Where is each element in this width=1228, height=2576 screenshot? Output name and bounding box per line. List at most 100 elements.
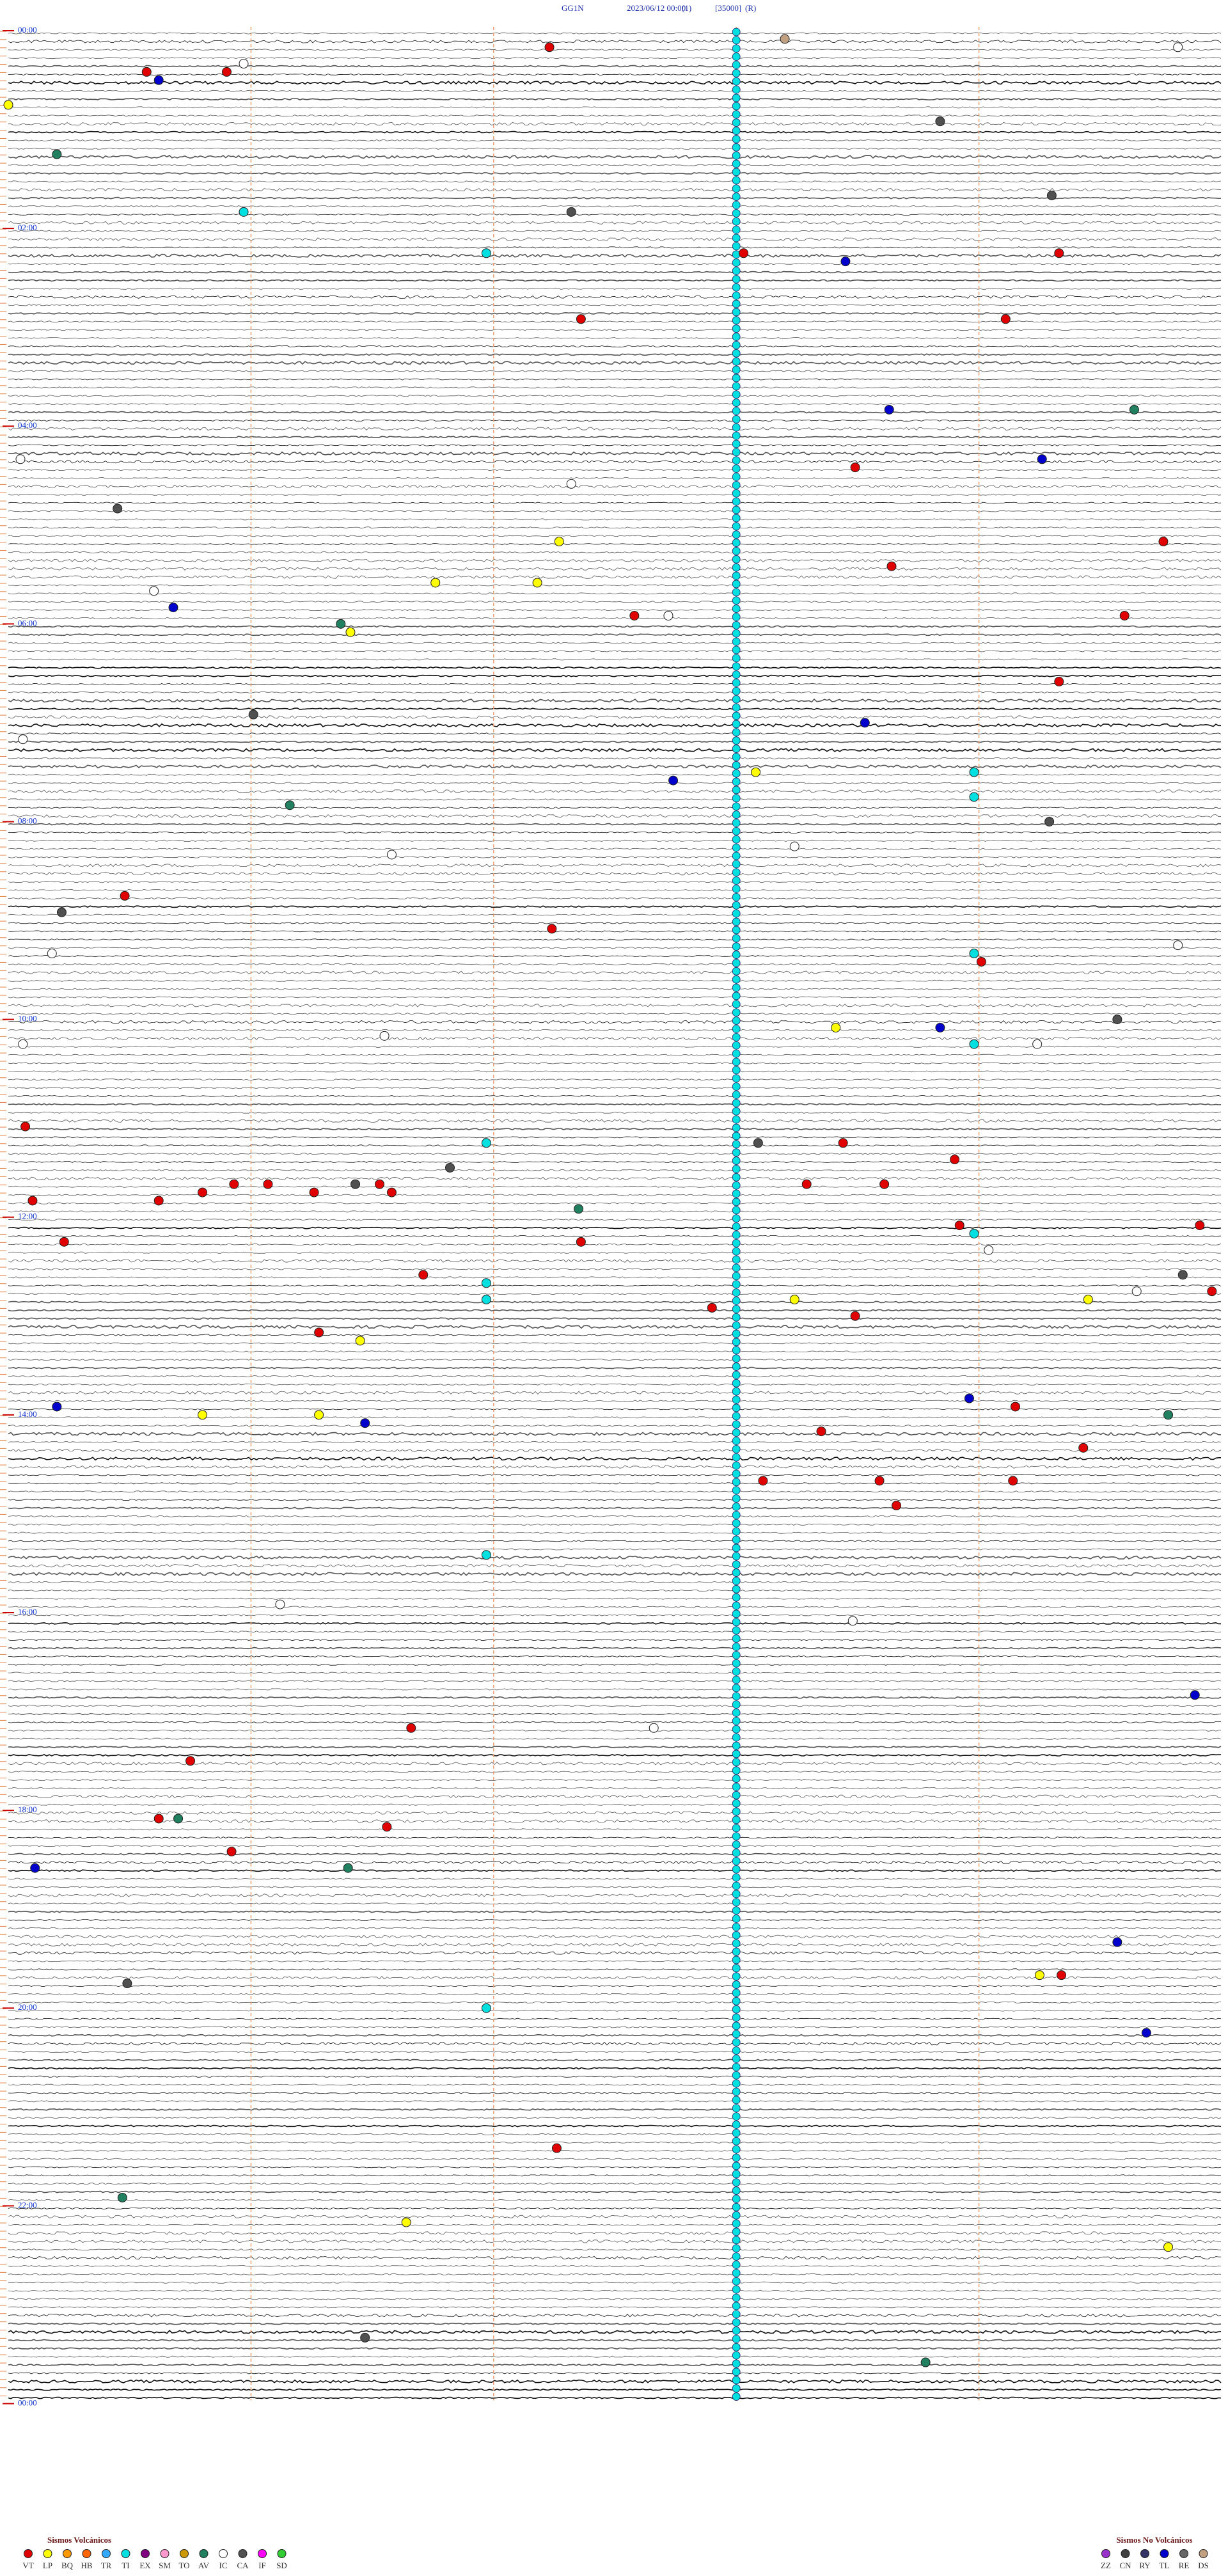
trace	[8, 1153, 1222, 1155]
minute-marker	[732, 1280, 741, 1289]
legend-label: AV	[198, 2561, 210, 2570]
minute-marker	[732, 1626, 741, 1635]
trace	[8, 436, 1222, 439]
event	[801, 1179, 812, 1189]
trace	[8, 1548, 1222, 1551]
event	[532, 578, 542, 588]
event	[847, 1616, 858, 1626]
time-label: 14:00	[18, 1409, 37, 1419]
trace	[8, 897, 1222, 899]
minute-marker	[732, 522, 741, 531]
legend-label: VT	[22, 2561, 33, 2570]
trace	[8, 1951, 1222, 1955]
trace	[8, 625, 1222, 628]
trace	[8, 1540, 1222, 1542]
legend-swatch	[258, 2549, 267, 2558]
minute-marker	[732, 1922, 741, 1931]
minute-marker	[732, 1510, 741, 1519]
trace	[8, 823, 1222, 826]
event	[886, 561, 897, 571]
trace	[8, 187, 1222, 192]
minute-marker	[732, 1461, 741, 1470]
event	[1129, 404, 1139, 415]
trace	[8, 807, 1222, 809]
minute-marker	[732, 1783, 741, 1791]
trace	[8, 2231, 1222, 2235]
minute-marker	[732, 1115, 741, 1124]
trace	[8, 2199, 1222, 2201]
minute-marker	[732, 1972, 741, 1981]
event	[566, 478, 576, 489]
event	[892, 1501, 902, 1511]
minute-marker	[732, 1420, 741, 1429]
event	[1054, 677, 1064, 687]
time-label: 20:00	[18, 2002, 37, 2012]
minute-marker	[732, 934, 741, 943]
minute-marker	[732, 2128, 741, 2137]
minute-marker	[732, 1148, 741, 1157]
event	[314, 1327, 324, 1338]
event	[789, 1295, 799, 1305]
minute-marker	[732, 786, 741, 794]
trace	[8, 1563, 1222, 1568]
minute-marker	[732, 93, 741, 102]
trace	[8, 1119, 1222, 1123]
trace	[8, 674, 1222, 677]
minute-marker	[732, 695, 741, 704]
minute-marker	[732, 242, 741, 251]
trace	[8, 938, 1221, 941]
event	[1112, 1015, 1122, 1025]
trace	[8, 1877, 1222, 1880]
minute-marker	[732, 1354, 741, 1363]
minute-marker	[732, 1321, 741, 1330]
minute-marker	[732, 1107, 741, 1116]
trace	[8, 2264, 1222, 2268]
event	[1044, 816, 1055, 826]
minute-marker	[732, 308, 741, 317]
trace	[8, 1013, 1222, 1015]
trace	[8, 1144, 1222, 1147]
minute-marker	[732, 1032, 741, 1041]
minute-marker	[732, 942, 741, 951]
legend-label: BQ	[61, 2561, 74, 2570]
minute-marker	[732, 1815, 741, 1824]
trace	[8, 1943, 1222, 1947]
trace	[8, 535, 1222, 537]
minute-marker	[732, 1255, 741, 1264]
minute-marker	[732, 44, 741, 53]
minute-marker	[732, 2186, 741, 2195]
trace	[8, 180, 1222, 183]
trace	[8, 518, 1222, 521]
trace	[8, 1087, 1222, 1089]
minute-marker	[732, 810, 741, 819]
legend-label: LP	[43, 2561, 52, 2570]
event	[1195, 1221, 1205, 1231]
event	[263, 1179, 273, 1189]
minute-marker	[732, 1437, 741, 1445]
event	[879, 1179, 890, 1189]
trace	[8, 872, 1222, 876]
trace	[8, 2388, 1222, 2391]
trace	[8, 2273, 1222, 2275]
minute-marker	[732, 151, 741, 160]
legend-label: HB	[81, 2561, 92, 2570]
trace	[8, 1893, 1222, 1897]
trace	[8, 484, 1222, 489]
trace	[8, 2224, 1222, 2226]
event	[248, 709, 258, 720]
minute-marker	[732, 2087, 741, 2096]
minute-marker	[732, 613, 741, 621]
legend-swatch	[1140, 2549, 1149, 2558]
event	[117, 2192, 127, 2202]
scale: [35000]	[715, 3, 741, 13]
trace	[8, 551, 1222, 553]
trace	[8, 1860, 1222, 1865]
minute-marker	[732, 2277, 741, 2286]
event	[831, 1022, 841, 1032]
legend-swatch	[121, 2549, 130, 2558]
minute-marker	[732, 826, 741, 835]
event	[663, 610, 673, 620]
minute-marker	[732, 1363, 741, 1371]
trace	[8, 1499, 1222, 1501]
